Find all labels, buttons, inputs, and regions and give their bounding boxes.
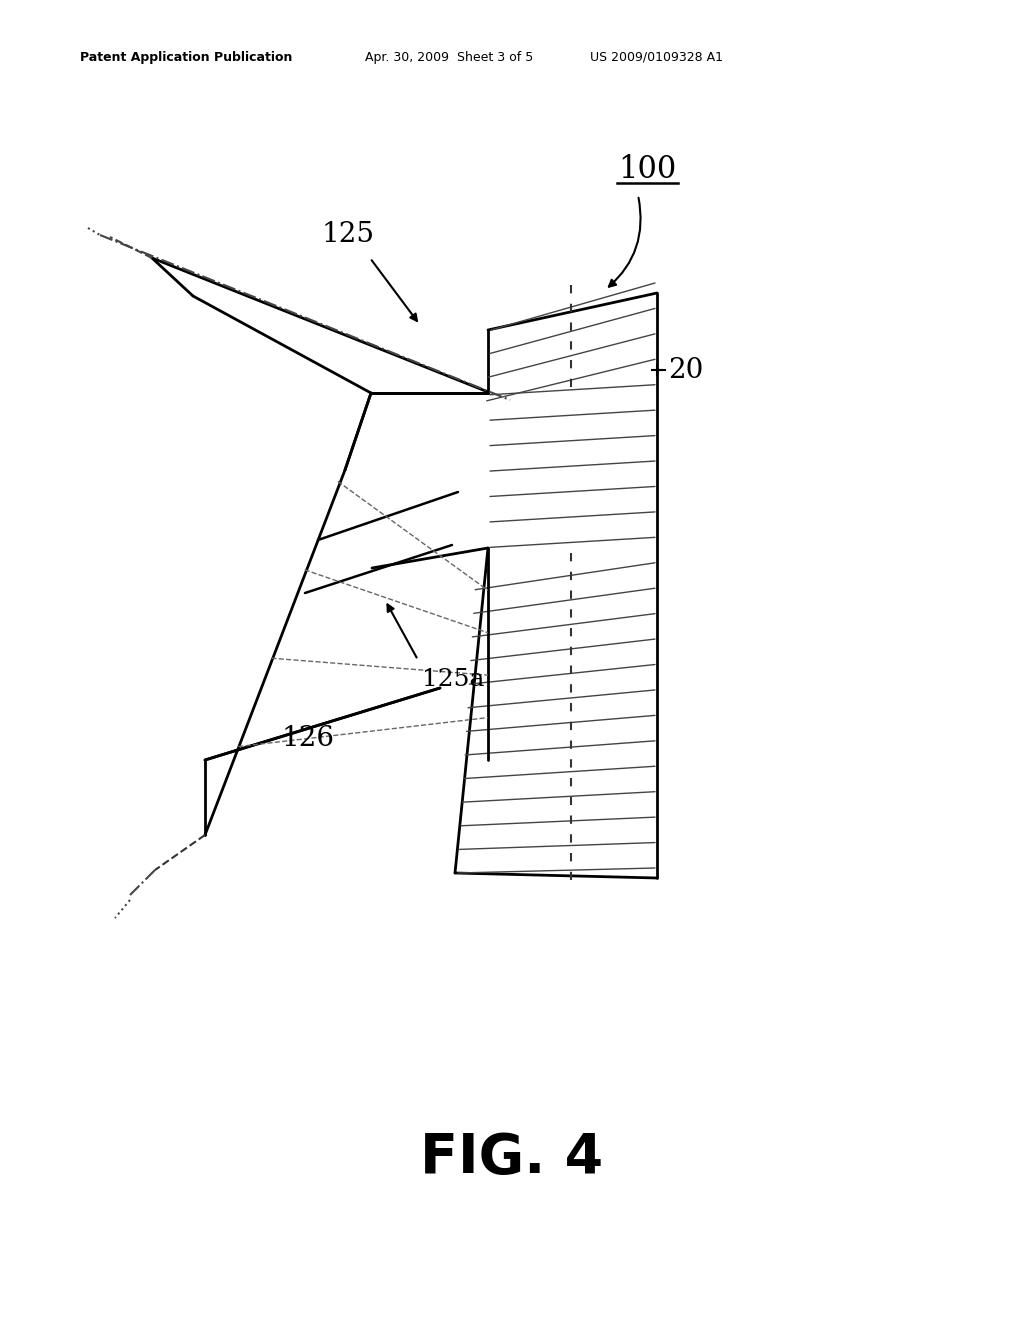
Text: 126: 126: [282, 725, 335, 751]
Text: Patent Application Publication: Patent Application Publication: [80, 50, 293, 63]
Text: 125: 125: [322, 222, 375, 248]
Text: 20: 20: [668, 356, 703, 384]
Text: Apr. 30, 2009  Sheet 3 of 5: Apr. 30, 2009 Sheet 3 of 5: [365, 50, 534, 63]
FancyArrowPatch shape: [372, 260, 417, 321]
Text: US 2009/0109328 A1: US 2009/0109328 A1: [590, 50, 723, 63]
Text: 100: 100: [618, 154, 676, 186]
Text: 125a: 125a: [422, 668, 484, 692]
FancyArrowPatch shape: [387, 605, 417, 657]
Text: FIG. 4: FIG. 4: [421, 1131, 603, 1185]
FancyArrowPatch shape: [609, 198, 641, 286]
